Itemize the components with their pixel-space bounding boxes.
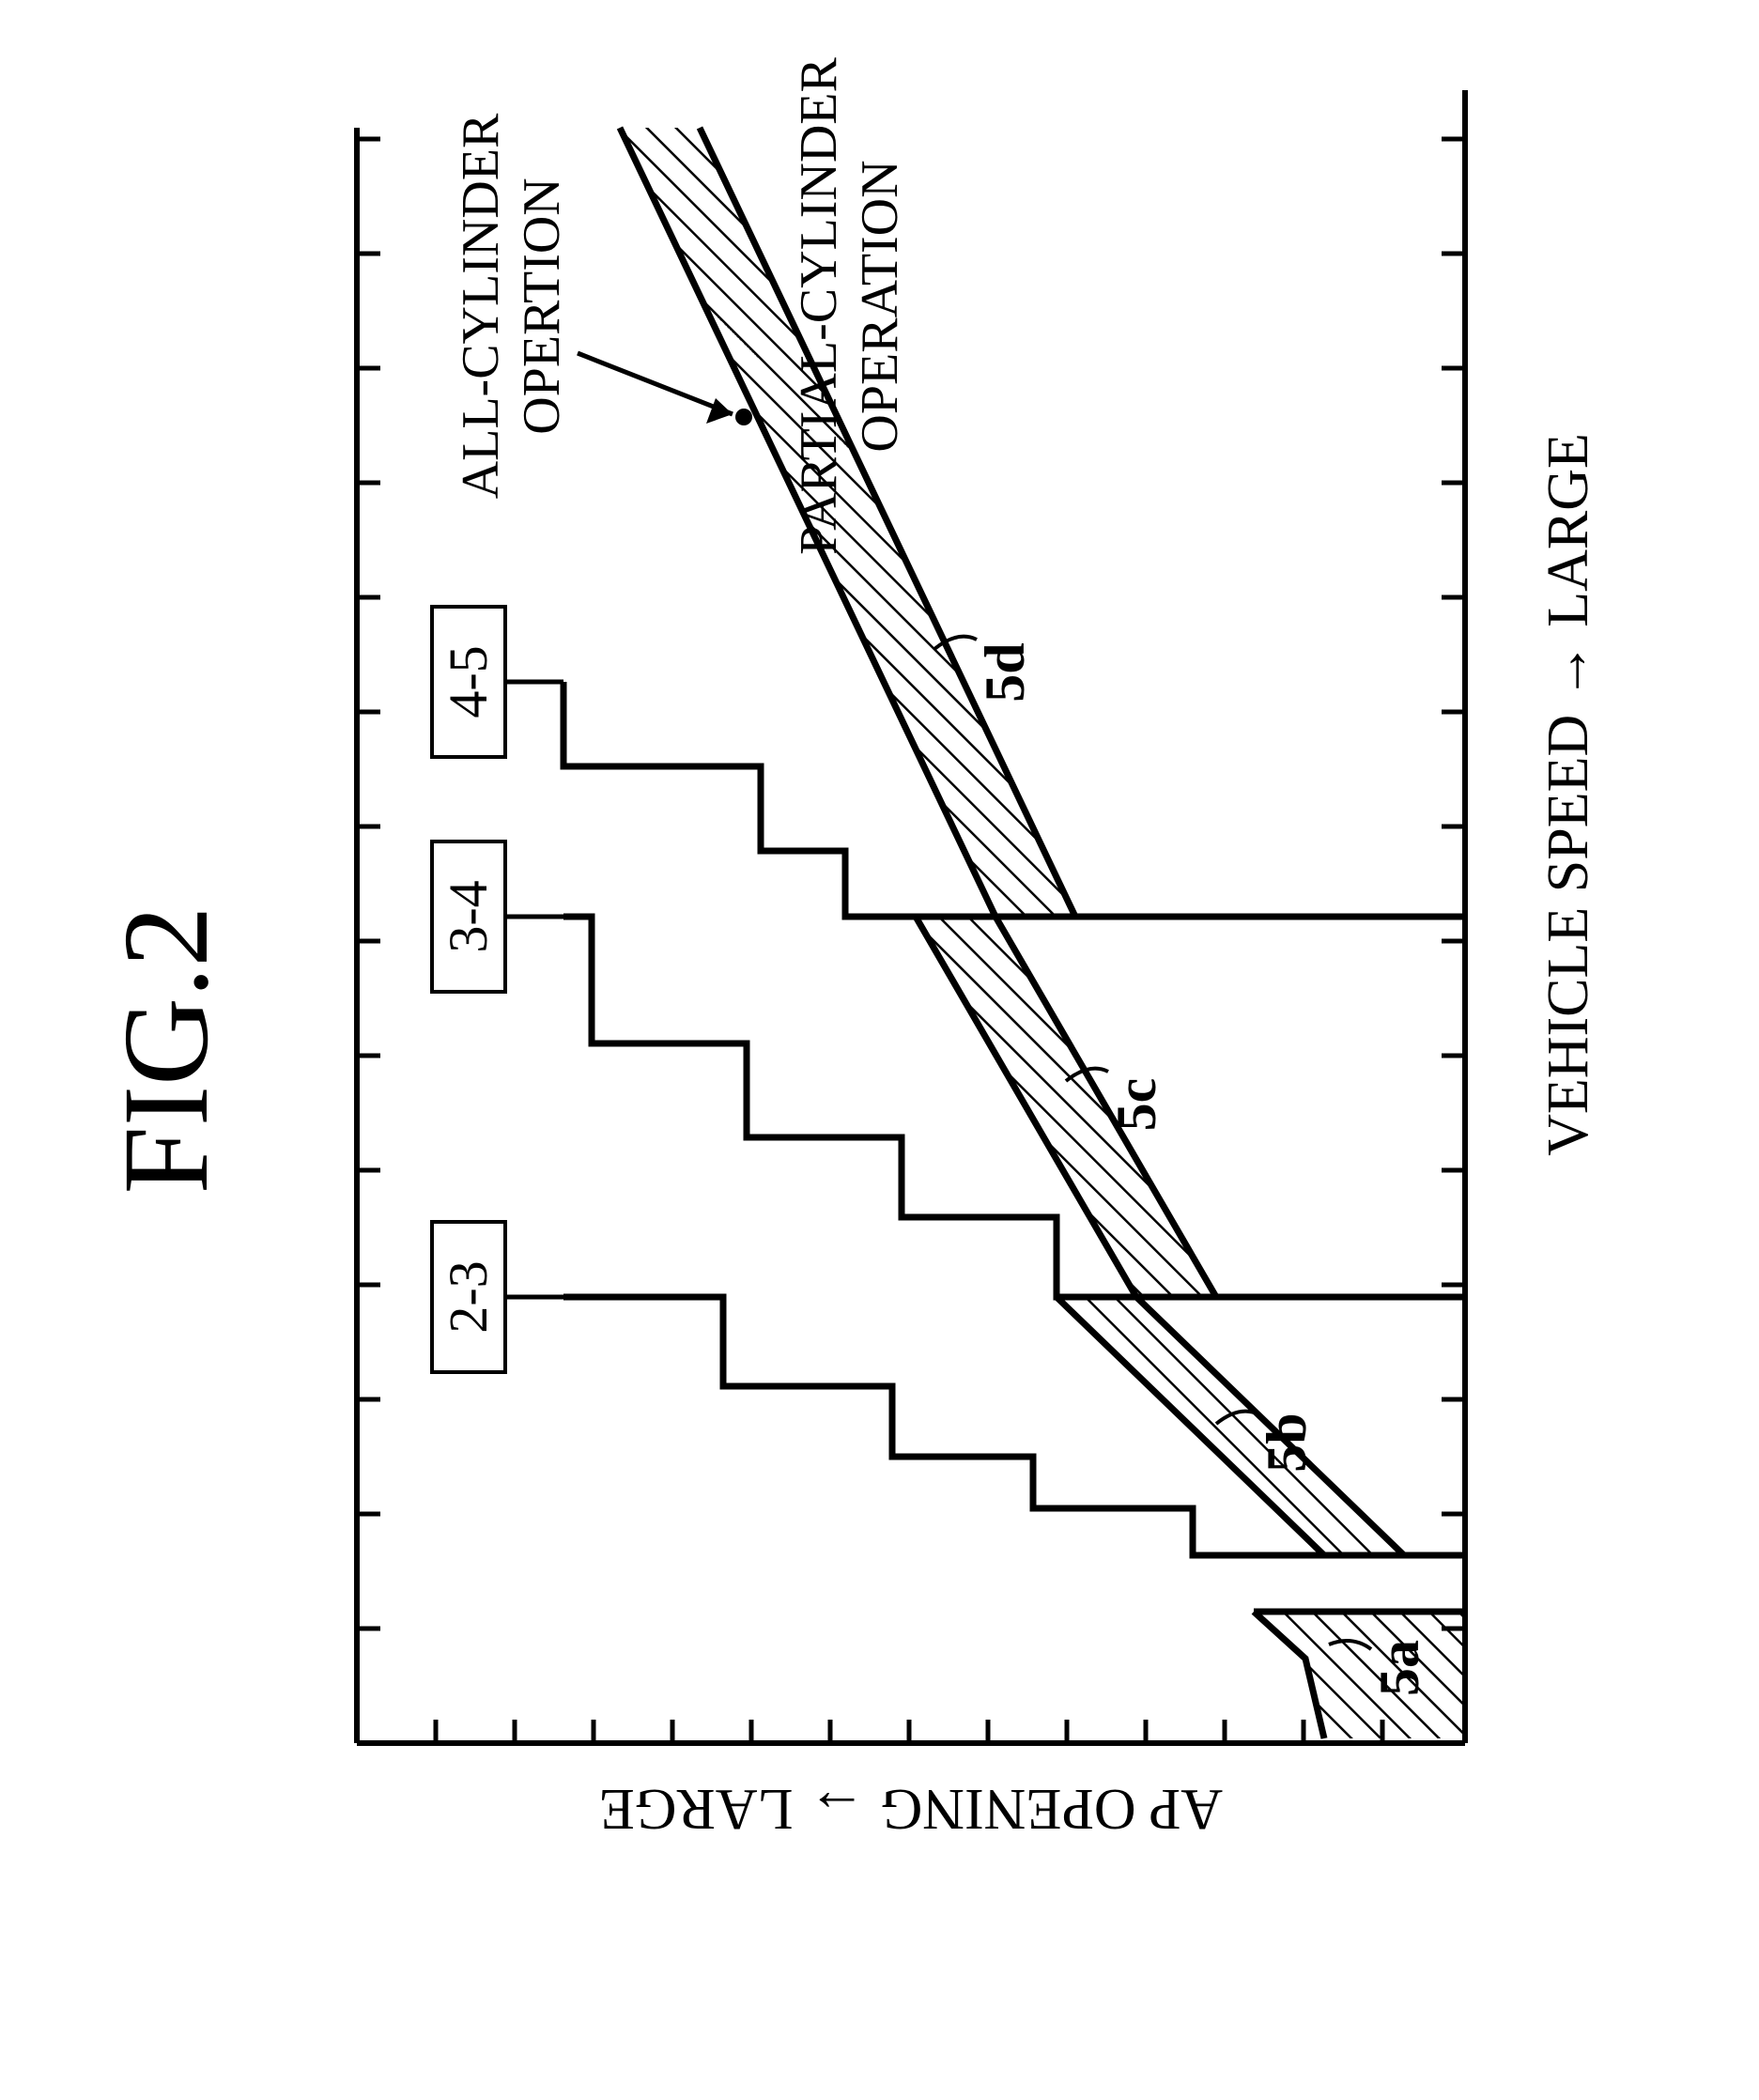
label-5b: 5b (1256, 1413, 1318, 1472)
x-ticks-bottom (1442, 139, 1465, 1743)
gear-label-4-5: 4-5 (438, 645, 499, 718)
y-ticks (357, 1720, 1465, 1743)
gear-label-3-4: 3-4 (438, 880, 499, 952)
label-5d: 5d (974, 642, 1036, 702)
hatch-5a (1254, 1612, 1465, 1738)
region-partial-cyl-2: OPERATION (851, 160, 909, 452)
figure-title: FIG.2 (99, 906, 234, 1195)
figure-svg: FIG.2 (38, 38, 1721, 2062)
region-all-cyl-2: OPERTION (513, 178, 571, 435)
x-axis-label: VEHICLE SPEED → LARGE (1536, 433, 1600, 1156)
region-partial-cyl-1: PARTIAL-CYLINDER (790, 57, 848, 555)
label-5c: 5c (1105, 1078, 1167, 1132)
gear-box-3-4: 3-4 (432, 842, 505, 992)
gear-leaders (502, 682, 563, 1297)
label-5a: 5a (1368, 1640, 1430, 1696)
gear-box-4-5: 4-5 (432, 607, 505, 757)
y-axis-label: AP OPENING → LARGE (599, 1777, 1223, 1841)
figure-container: FIG.2 (38, 38, 1721, 2062)
region-all-cyl-1: ALL-CYLINDER (452, 113, 510, 499)
gear-box-2-3: 2-3 (432, 1222, 505, 1372)
x-ticks-top (357, 139, 380, 1743)
hatch-5b (1057, 1297, 1404, 1555)
hatch-5c (916, 917, 1216, 1297)
gear-label-2-3: 2-3 (438, 1260, 499, 1333)
